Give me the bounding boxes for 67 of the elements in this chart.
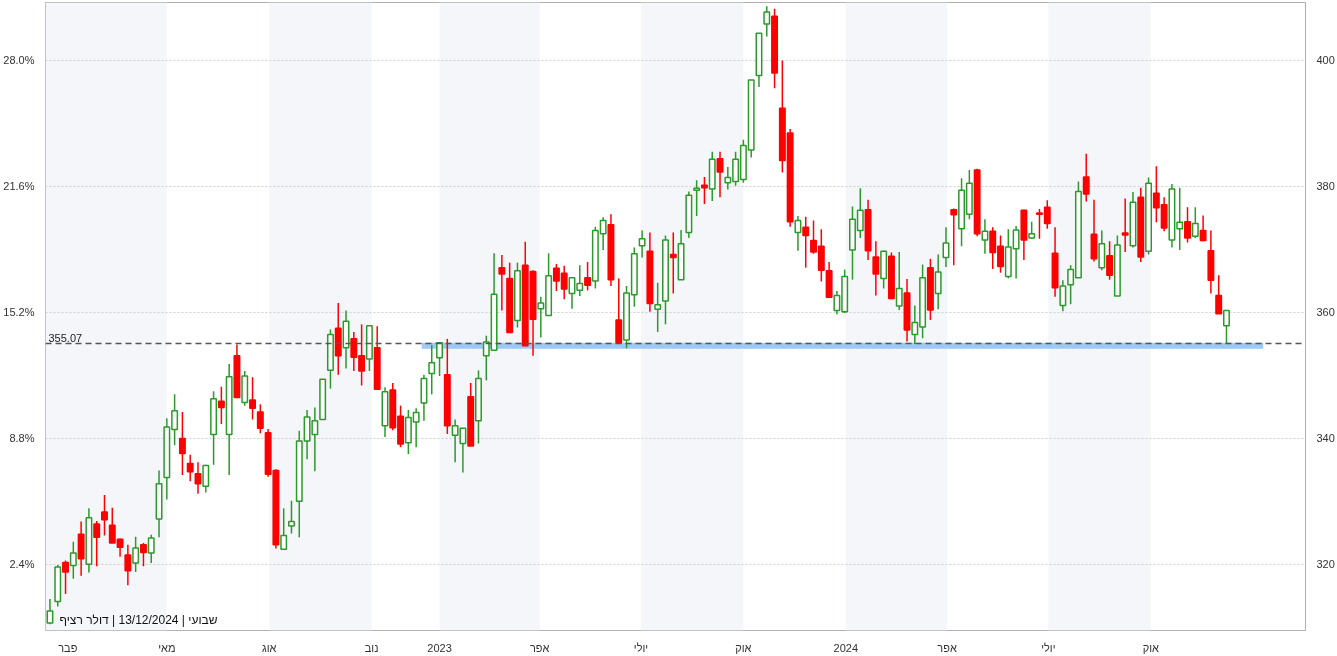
annotation: שבועי | 13/12/2024 | דולר רציף: [59, 612, 218, 627]
candlestick: [895, 251, 903, 311]
candlestick: [1184, 206, 1191, 244]
candlestick: [147, 534, 155, 564]
x-tick-label: אוק: [735, 641, 752, 654]
candlestick: [802, 215, 810, 269]
candlestick: [716, 151, 724, 198]
candlestick: [1222, 309, 1230, 345]
candlestick: [763, 5, 771, 38]
y-tick-label: 360: [1316, 306, 1335, 319]
y2-tick-label: 21.6%: [3, 180, 35, 193]
candlestick: [217, 385, 225, 425]
candlestick: [669, 231, 677, 295]
candlestick: [1199, 214, 1207, 242]
x-tick-label: אפר: [529, 641, 550, 654]
candlestick: [1191, 206, 1199, 239]
candlestick: [124, 544, 132, 586]
y-tick-label: 380: [1316, 180, 1335, 193]
candlestick: [186, 454, 194, 482]
y2-tick-label: 2.4%: [9, 558, 35, 571]
candlestick: [1215, 274, 1223, 315]
candlestick: [1121, 197, 1129, 253]
candlestick: [93, 520, 101, 567]
candlestick: [981, 218, 989, 255]
candlestick: [1082, 152, 1090, 203]
candlestick: [1098, 229, 1106, 271]
y-tick-label: 320: [1316, 558, 1335, 571]
x-tick-label: אוק: [1142, 641, 1159, 654]
ref-line-label: 355.07: [48, 332, 83, 345]
candlestick: [249, 376, 257, 421]
candlestick: [256, 403, 264, 435]
candlestick: [280, 507, 288, 551]
x-tick-label: אוג: [262, 641, 277, 654]
y-tick-label: 340: [1316, 432, 1335, 445]
candlestick: [693, 179, 701, 217]
candlestick: [654, 282, 662, 333]
x-tick-label: פבר: [58, 641, 78, 654]
candlestick: [202, 464, 210, 494]
candlestick: [700, 176, 708, 205]
x-tick-label: 2023: [427, 641, 452, 654]
x-tick-label: 2024: [833, 641, 859, 654]
x-tick-label: נוב: [364, 641, 379, 654]
x-tick-label: יולי: [633, 641, 649, 654]
y2-tick-label: 8.8%: [9, 432, 35, 445]
x-tick-label: אפר: [937, 641, 957, 654]
candlestick: [62, 559, 70, 595]
candlestick: [288, 499, 295, 535]
candlestick: [428, 344, 436, 396]
candlestick: [934, 253, 942, 311]
candlestick: [950, 207, 958, 266]
candlestick: [498, 254, 506, 312]
y2-tick-label: 15.2%: [3, 306, 35, 319]
candlestick: [1059, 279, 1067, 312]
candlestick: [872, 240, 880, 297]
candlestick: [615, 277, 623, 344]
y2-tick-label: 28.0%: [3, 54, 35, 67]
candlestick: [139, 542, 147, 567]
candlestick: [69, 540, 77, 580]
x-tick-label: מאי: [158, 641, 176, 654]
candlestick: [794, 215, 802, 252]
candlestick: [132, 535, 140, 573]
candlestick: [1106, 240, 1114, 281]
x-tick-label: יולי: [1041, 641, 1056, 654]
candlestick: [178, 411, 186, 476]
candlestick: [101, 494, 108, 537]
candlestick: [584, 261, 592, 292]
y-tick-label: 400: [1316, 54, 1335, 67]
